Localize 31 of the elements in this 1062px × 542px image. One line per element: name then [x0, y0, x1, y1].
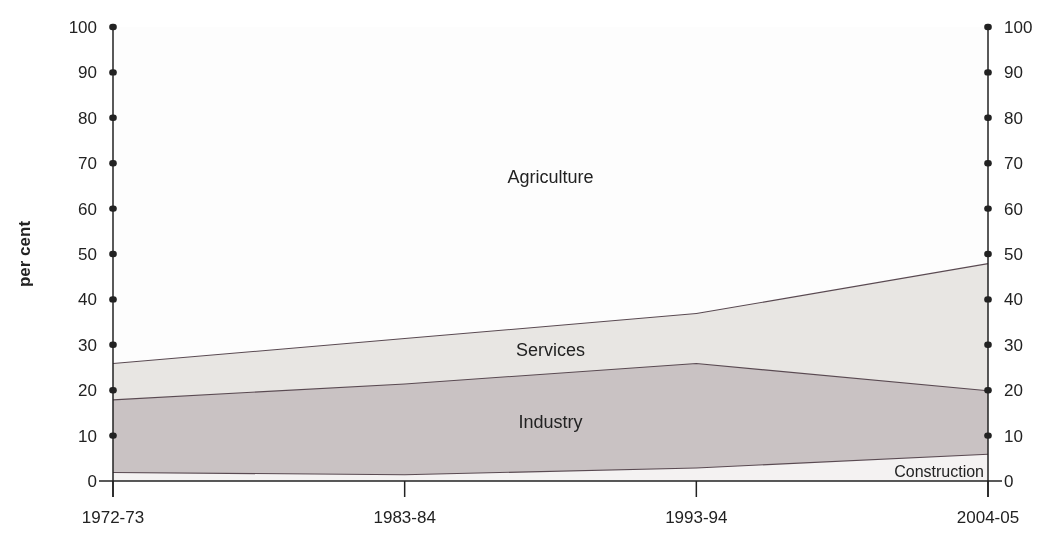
y-tick-label: 80: [78, 108, 97, 128]
y2-tick-label: 60: [1004, 199, 1023, 219]
y-tick-label: 50: [78, 244, 97, 264]
x-tick-label: 1983-84: [373, 508, 436, 527]
series-label: Industry: [518, 412, 583, 433]
series-label: Services: [515, 339, 586, 360]
y-tick-label: 70: [78, 154, 97, 174]
y2-tick-label: 40: [1004, 290, 1023, 310]
y2-tick-label: 70: [1004, 154, 1023, 174]
y-axis-title: per cent: [15, 220, 34, 288]
y2-tick-label: 50: [1004, 244, 1023, 264]
y-tick-label: 100: [68, 17, 97, 37]
y-tick-label: 30: [78, 335, 97, 355]
y2-tick-label: 100: [1004, 17, 1033, 37]
y2-tick-label: 0: [1004, 471, 1014, 491]
y2-tick-label: 10: [1004, 426, 1023, 446]
y-tick-label: 90: [78, 63, 97, 83]
x-tick-label: 2004-05: [956, 508, 1020, 527]
y2-tick-label: 80: [1004, 108, 1023, 128]
x-tick-label: 1993-94: [665, 508, 728, 527]
y-tick-label: 10: [78, 426, 97, 446]
series-label: Construction: [894, 463, 984, 480]
y-tick-label: 0: [87, 471, 97, 491]
y2-tick-label: 20: [1004, 381, 1023, 401]
series-label: Agriculture: [507, 166, 594, 187]
y-tick-label: 40: [78, 290, 97, 310]
y2-tick-label: 30: [1004, 335, 1023, 355]
y-tick-label: 20: [78, 381, 97, 401]
y-tick-label: 60: [78, 199, 97, 219]
x-tick-label: 1972-73: [81, 508, 145, 527]
y2-tick-label: 90: [1004, 63, 1023, 83]
